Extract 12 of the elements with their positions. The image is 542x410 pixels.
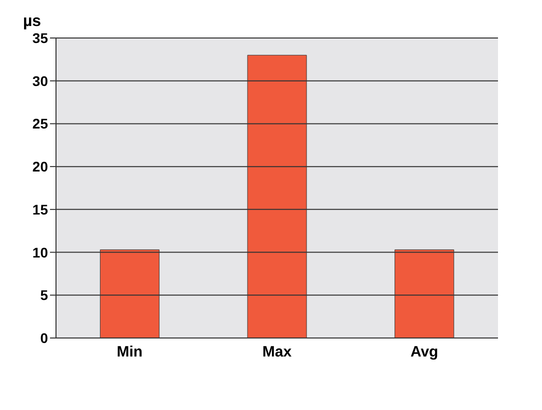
x-tick-label: Max [262, 344, 292, 361]
y-tick-label: 35 [32, 30, 48, 46]
y-tick-label: 10 [32, 244, 48, 260]
y-axis-title: µs [22, 13, 42, 30]
y-tick-label: 25 [32, 116, 48, 132]
x-tick-label: Avg [410, 344, 438, 361]
x-tick-label: Min [116, 344, 143, 361]
y-tick-label: 5 [40, 287, 48, 304]
y-tick-label: 20 [32, 158, 48, 175]
y-tick-label: 15 [32, 201, 48, 218]
y-tick-label: 0 [40, 330, 48, 346]
y-tick-label: 30 [32, 72, 48, 89]
